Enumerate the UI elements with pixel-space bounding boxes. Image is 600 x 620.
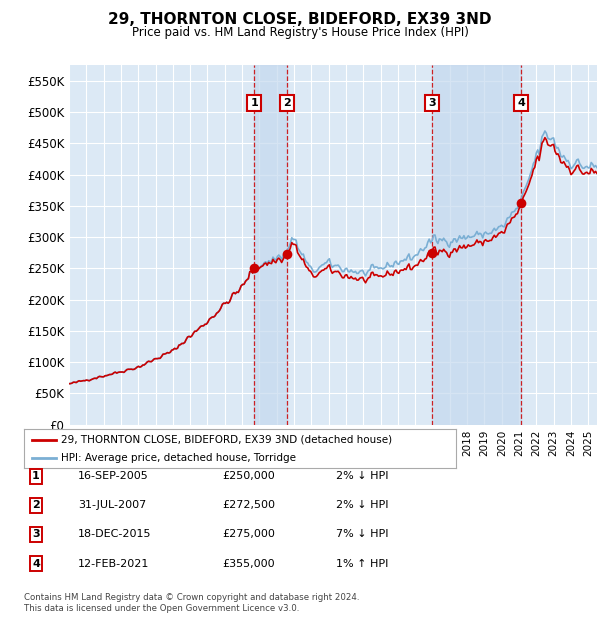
Text: Price paid vs. HM Land Registry's House Price Index (HPI): Price paid vs. HM Land Registry's House … <box>131 26 469 39</box>
Text: £272,500: £272,500 <box>222 500 275 510</box>
Text: 3: 3 <box>32 529 40 539</box>
Text: 2: 2 <box>283 98 290 108</box>
Text: 4: 4 <box>32 559 40 569</box>
Text: £250,000: £250,000 <box>222 471 275 481</box>
Text: 12-FEB-2021: 12-FEB-2021 <box>78 559 149 569</box>
Text: 1: 1 <box>251 98 258 108</box>
Text: 4: 4 <box>517 98 525 108</box>
Text: 2% ↓ HPI: 2% ↓ HPI <box>336 471 389 481</box>
Text: 16-SEP-2005: 16-SEP-2005 <box>78 471 149 481</box>
Text: 1: 1 <box>32 471 40 481</box>
Text: £275,000: £275,000 <box>222 529 275 539</box>
Text: 3: 3 <box>428 98 436 108</box>
Text: Contains HM Land Registry data © Crown copyright and database right 2024.
This d: Contains HM Land Registry data © Crown c… <box>24 593 359 613</box>
Bar <box>254 65 287 425</box>
Text: 29, THORNTON CLOSE, BIDEFORD, EX39 3ND (detached house): 29, THORNTON CLOSE, BIDEFORD, EX39 3ND (… <box>61 435 392 445</box>
Text: 29, THORNTON CLOSE, BIDEFORD, EX39 3ND: 29, THORNTON CLOSE, BIDEFORD, EX39 3ND <box>108 12 492 27</box>
Bar <box>432 65 521 425</box>
Text: 2% ↓ HPI: 2% ↓ HPI <box>336 500 389 510</box>
Text: 31-JUL-2007: 31-JUL-2007 <box>78 500 146 510</box>
Text: 18-DEC-2015: 18-DEC-2015 <box>78 529 151 539</box>
Text: 1% ↑ HPI: 1% ↑ HPI <box>336 559 388 569</box>
Text: HPI: Average price, detached house, Torridge: HPI: Average price, detached house, Torr… <box>61 453 296 463</box>
Text: 2: 2 <box>32 500 40 510</box>
Text: £355,000: £355,000 <box>222 559 275 569</box>
Text: 7% ↓ HPI: 7% ↓ HPI <box>336 529 389 539</box>
